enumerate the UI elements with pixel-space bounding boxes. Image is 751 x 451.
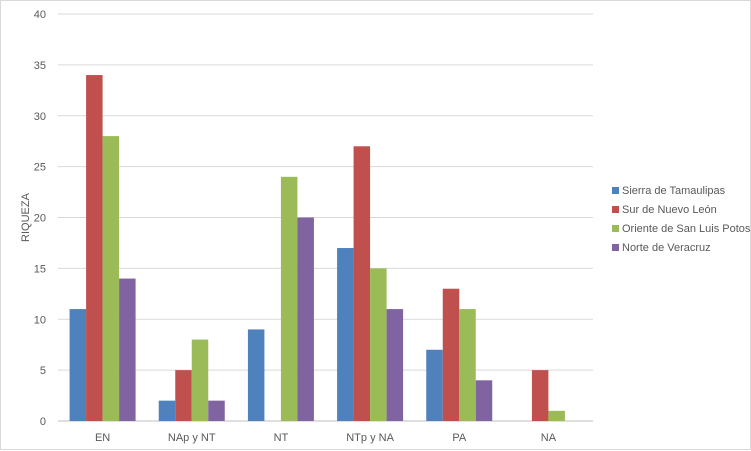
- x-tick-label-4: PA: [452, 432, 467, 444]
- legend-label-2: Sur de Nuevo León: [622, 204, 717, 216]
- bar-ntp-y-na-series-2: [353, 146, 371, 421]
- y-tick-label-25: 25: [34, 162, 46, 174]
- legend-swatch-3: [612, 225, 619, 232]
- y-tick-label-20: 20: [34, 213, 46, 225]
- bar-na-series-2: [531, 370, 549, 421]
- y-tick-label-40: 40: [34, 9, 46, 21]
- y-tick-label-5: 5: [40, 365, 46, 377]
- bar-pa-series-1: [426, 349, 443, 421]
- y-tick-label-30: 30: [34, 111, 46, 123]
- y-tick-label-35: 35: [34, 60, 46, 72]
- x-tick-label-3: NTp y NA: [346, 432, 394, 444]
- bar-na-series-3: [548, 410, 565, 421]
- bar-nt-series-1: [247, 329, 265, 421]
- legend-swatch-2: [612, 206, 619, 213]
- x-tick-label-5: NA: [541, 432, 557, 444]
- bar-en-series-3: [102, 136, 120, 421]
- bar-ntp-y-na-series-3: [370, 268, 387, 421]
- gridlines: [58, 13, 593, 422]
- bar-pa-series-3: [459, 309, 476, 421]
- y-axis-title: RIQUEZA: [20, 192, 32, 242]
- bar-nap-y-nt-series-3: [191, 339, 209, 421]
- x-tick-label-1: NAp y NT: [168, 432, 216, 444]
- bar-pa-series-2: [442, 288, 460, 421]
- bar-en-series-1: [69, 309, 87, 421]
- legend-label-4: Norte de Veracruz: [622, 242, 711, 254]
- bar-nap-y-nt-series-2: [175, 370, 192, 421]
- y-tick-label-15: 15: [34, 263, 46, 275]
- bar-en-series-4: [119, 278, 136, 421]
- bar-nap-y-nt-series-4: [208, 400, 225, 421]
- legend-label-1: Sierra de Tamaulipas: [622, 185, 726, 197]
- bars: [69, 75, 565, 422]
- bar-en-series-2: [86, 75, 103, 422]
- bar-ntp-y-na-series-4: [386, 309, 404, 421]
- bar-nap-y-nt-series-1: [158, 400, 176, 421]
- x-tick-label-0: EN: [95, 432, 110, 444]
- y-tick-label-10: 10: [34, 314, 46, 326]
- legend-label-3: Oriente de San Luis Potosí: [622, 223, 751, 235]
- bar-nt-series-4: [297, 217, 314, 421]
- bar-nt-series-3: [280, 176, 298, 421]
- bar-pa-series-4: [475, 380, 493, 421]
- y-axis-tick-labels: 0 5 10 15 20 25 30 35 40: [34, 9, 46, 428]
- legend: Sierra de Tamaulipas Sur de Nuevo León Ori…: [612, 185, 751, 254]
- legend-swatch-1: [612, 187, 619, 194]
- x-axis-tick-labels: EN NAp y NT NT NTp y NA PA NA: [95, 432, 557, 444]
- y-tick-label-0: 0: [40, 416, 46, 428]
- bar-ntp-y-na-series-1: [337, 248, 354, 421]
- x-tick-label-2: NT: [274, 432, 289, 444]
- legend-swatch-4: [612, 244, 619, 251]
